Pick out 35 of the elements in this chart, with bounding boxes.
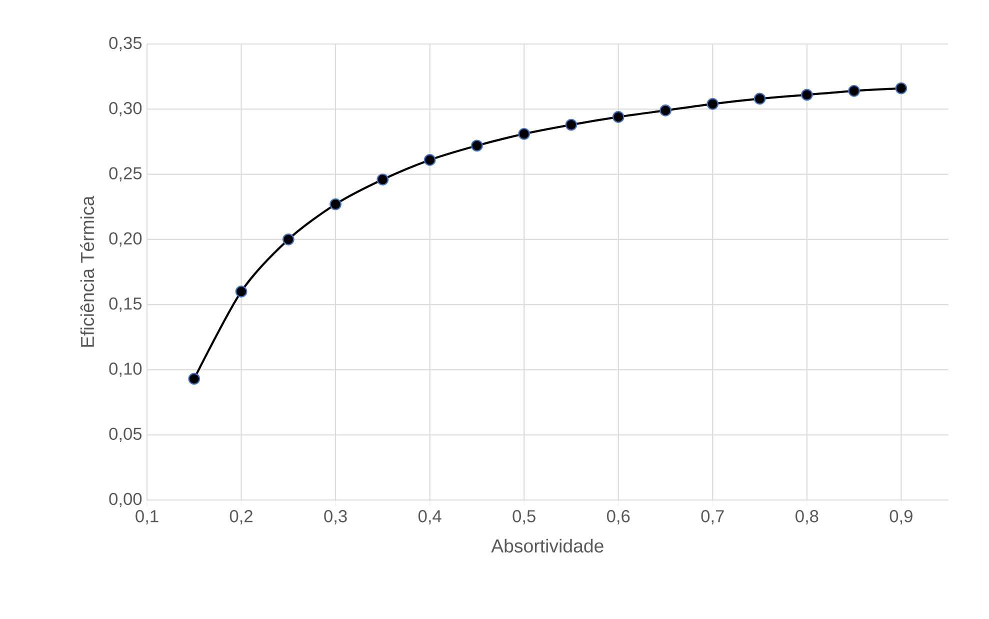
y-tick-label: 0,05 [109,428,142,442]
x-tick-label: 0,9 [890,510,912,524]
y-tick-label: 0,30 [109,102,142,116]
y-axis-title: Eficiência Térmica [80,196,94,347]
point [424,154,436,166]
x-tick-label: 0,1 [136,510,158,524]
x-tick-label: 0,6 [606,510,630,524]
x-tick-label: 0,4 [418,510,442,524]
point [706,98,719,110]
y-tick-label: 0,20 [109,232,142,247]
x-tick-label: 0,5 [512,510,536,524]
x-axis-title: Absortividade [491,538,604,553]
x-tick-label: 0,7 [701,510,724,524]
x-tick-label: 0,2 [230,510,252,524]
y-tick-label: 0,15 [109,297,142,312]
point [282,233,294,246]
point [565,118,578,131]
point [895,82,908,94]
y-tick-label: 0,10 [109,362,142,377]
y-tick-label: 0,25 [109,167,142,182]
x-tick-label: 0,8 [796,510,818,524]
point [800,88,813,101]
point [471,140,483,152]
point [660,104,672,116]
point [612,111,624,123]
point [754,92,766,105]
x-tick-label: 0,3 [324,510,347,524]
y-tick-label: 0,00 [109,492,142,508]
point [330,198,342,210]
point [188,372,200,385]
point [848,84,860,97]
point [376,174,389,186]
point [518,128,530,140]
point [235,286,248,298]
y-tick-label: 0,35 [109,36,142,52]
